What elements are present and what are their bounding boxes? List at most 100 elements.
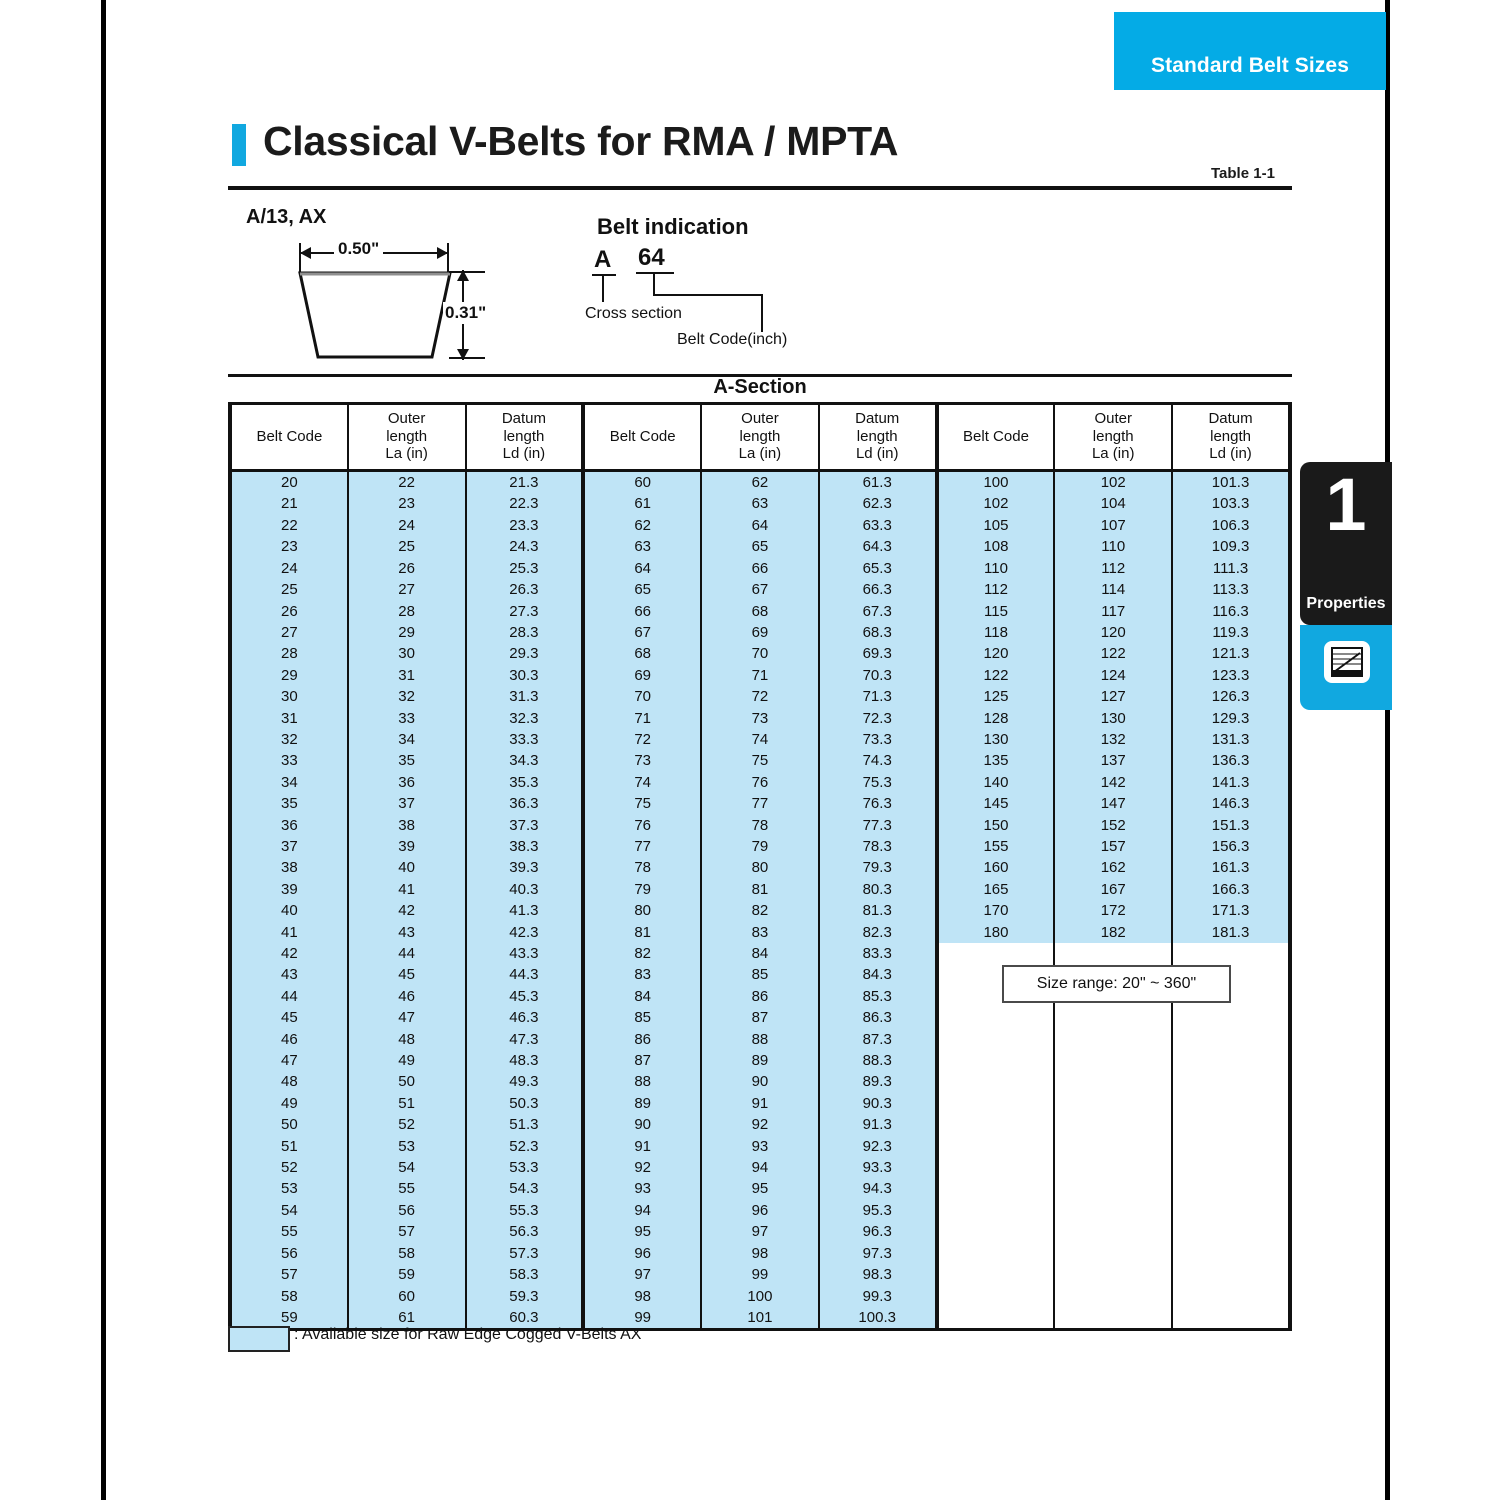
width-extension-left (299, 243, 301, 273)
cell-outer-length (1053, 1178, 1174, 1200)
cell-belt-code: 81 (581, 921, 703, 943)
arrow-left-icon (300, 247, 311, 259)
cell-outer-length: 94 (700, 1157, 820, 1179)
cell-belt-code (934, 1050, 1056, 1072)
cell-datum-length: 90.3 (817, 1092, 939, 1115)
cell-belt-code: 71 (581, 707, 703, 729)
cell-outer-length: 91 (700, 1092, 820, 1115)
cell-outer-length: 88 (700, 1028, 820, 1051)
cell-outer-length: 104 (1053, 493, 1174, 515)
cell-belt-code: 93 (581, 1178, 703, 1200)
cell-belt-code (934, 1264, 1056, 1286)
cell-datum-length (1171, 1242, 1292, 1265)
cell-outer-length: 26 (346, 557, 467, 580)
cell-belt-code: 96 (581, 1242, 703, 1265)
cell-outer-length: 97 (700, 1221, 820, 1243)
header-line-2: length (386, 427, 428, 445)
chapter-tab[interactable]: 1 Properties (1300, 462, 1392, 625)
cell-outer-length: 77 (700, 793, 820, 815)
cell-belt-code: 76 (581, 814, 703, 836)
cell-belt-code: 33 (228, 750, 349, 772)
cell-datum-length: 66.3 (817, 579, 939, 601)
cell-belt-code: 68 (581, 643, 703, 665)
cell-belt-code: 52 (228, 1157, 349, 1179)
cell-belt-code: 49 (228, 1092, 349, 1115)
cell-belt-code: 98 (581, 1285, 703, 1307)
cell-outer-length: 67 (700, 579, 820, 601)
cell-outer-length: 54 (346, 1157, 467, 1179)
cell-outer-length: 137 (1053, 750, 1174, 772)
table-number: Table 1-1 (1211, 165, 1275, 182)
legend-text: : Available size for Raw Edge Cogged V-B… (294, 1326, 642, 1343)
leader-line-belt-code-v1 (653, 272, 655, 296)
cell-belt-code: 65 (581, 579, 703, 601)
cell-outer-length: 74 (700, 728, 820, 751)
header-line-2: length (739, 427, 781, 445)
cell-outer-length: 90 (700, 1071, 820, 1093)
cell-belt-code: 60 (581, 470, 703, 494)
chapter-number: 1 (1325, 463, 1367, 546)
cell-belt-code: 41 (228, 921, 349, 943)
cell-outer-length: 132 (1053, 728, 1174, 751)
cell-belt-code (934, 1135, 1056, 1158)
table-row: 29 31 30.3 69 71 70.3 122 124 123.3 (228, 664, 1292, 687)
header-outer-length-2: Outer length La (in) (700, 405, 820, 473)
cell-datum-length (1171, 1264, 1292, 1286)
cell-datum-length: 113.3 (1171, 579, 1292, 601)
header-line-3: La (in) (385, 445, 428, 463)
cell-datum-length: 99.3 (817, 1285, 939, 1307)
cell-outer-length: 122 (1053, 643, 1174, 665)
cell-belt-code: 55 (228, 1221, 349, 1243)
cell-belt-code: 79 (581, 878, 703, 901)
cell-datum-length: 25.3 (464, 557, 586, 580)
cell-datum-length: 32.3 (464, 707, 586, 729)
underline-belt-code (636, 272, 674, 274)
header-line-2: length (1210, 427, 1251, 445)
chart-tab[interactable] (1300, 625, 1392, 710)
width-extension-right (447, 243, 449, 273)
cell-outer-length: 37 (346, 793, 467, 815)
cell-belt-code: 22 (228, 514, 349, 537)
cell-outer-length: 66 (700, 557, 820, 580)
cell-belt-code: 63 (581, 536, 703, 558)
cell-datum-length: 27.3 (464, 600, 586, 622)
cell-outer-length: 31 (346, 664, 467, 687)
cell-outer-length: 142 (1053, 771, 1174, 794)
cell-belt-code: 78 (581, 857, 703, 879)
table-row: 48 50 49.3 88 90 89.3 (228, 1071, 1292, 1093)
cell-datum-length (1171, 1135, 1292, 1158)
cell-belt-code: 25 (228, 579, 349, 601)
cell-datum-length: 42.3 (464, 921, 586, 943)
cell-datum-length: 129.3 (1171, 707, 1292, 729)
table-row: 54 56 55.3 94 96 95.3 (228, 1199, 1292, 1222)
table-row: 55 57 56.3 95 97 96.3 (228, 1221, 1292, 1243)
cell-belt-code: 45 (228, 1007, 349, 1029)
cell-outer-length: 72 (700, 686, 820, 708)
cell-outer-length (1053, 943, 1174, 965)
cell-belt-code: 46 (228, 1028, 349, 1051)
cell-datum-length: 60.3 (464, 1306, 586, 1332)
cell-outer-length: 89 (700, 1050, 820, 1072)
header-line-3: Ld (in) (502, 445, 546, 463)
cell-outer-length: 79 (700, 835, 820, 858)
cell-belt-code: 170 (934, 900, 1056, 922)
cell-outer-length: 57 (346, 1221, 467, 1243)
cell-outer-length: 69 (700, 621, 820, 644)
cell-datum-length: 92.3 (817, 1135, 939, 1158)
cell-outer-length: 52 (346, 1114, 467, 1136)
cell-belt-code: 128 (934, 707, 1056, 729)
cell-datum-length (1171, 1028, 1292, 1051)
cell-belt-code (934, 1114, 1056, 1136)
header-outer-length-3: Outer length La (in) (1053, 405, 1174, 473)
cell-datum-length (1171, 1050, 1292, 1072)
cell-belt-code (934, 1007, 1056, 1029)
cell-datum-length: 96.3 (817, 1221, 939, 1243)
cell-datum-length: 146.3 (1171, 793, 1292, 815)
cell-datum-length: 119.3 (1171, 621, 1292, 644)
header-datum-length-3: Datum length Ld (in) (1171, 405, 1292, 473)
cell-datum-length: 76.3 (817, 793, 939, 815)
table-row: 52 54 53.3 92 94 93.3 (228, 1157, 1292, 1179)
legend-swatch (228, 1326, 290, 1352)
cell-outer-length: 61 (346, 1306, 467, 1332)
cell-belt-code: 120 (934, 643, 1056, 665)
